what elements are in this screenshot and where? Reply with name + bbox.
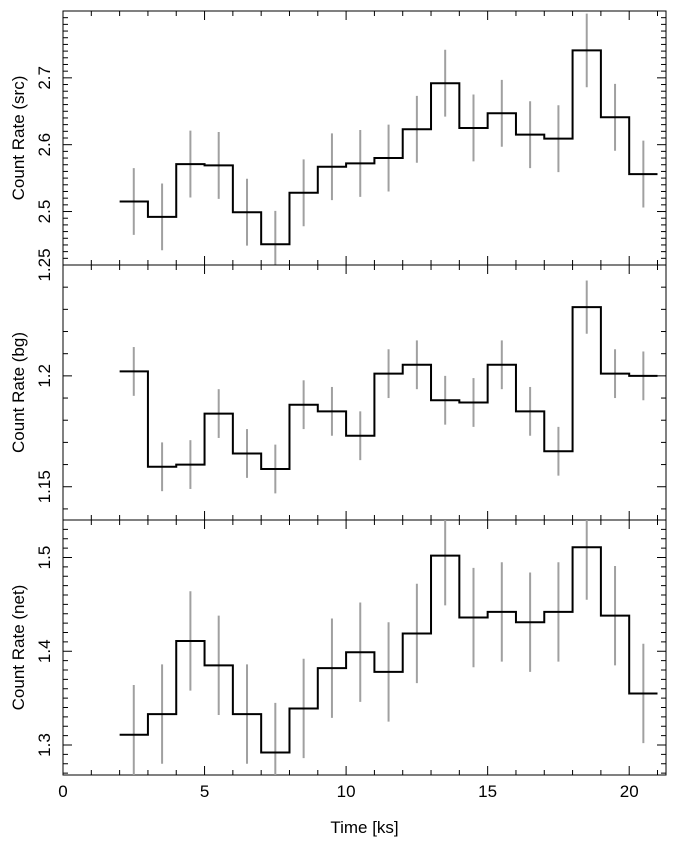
source-count-rate-panel: 2.5 2.6 2.7 Count Rate (src) (9, 10, 667, 266)
data-layer (119, 280, 658, 494)
x-tick-label: 5 (200, 782, 209, 801)
y-tick-label: 1.3 (35, 733, 54, 757)
y-axis-label: Count Rate (net) (9, 585, 28, 711)
y-tick-label: 2.7 (35, 66, 54, 90)
net-count-rate-panel: 1.3 1.4 1.5 Count Rate (net) 0 5 10 15 20 Time [k… (9, 519, 667, 837)
plot-frame (62, 10, 667, 266)
y-tick-label: 2.6 (35, 133, 54, 157)
plot-frame (62, 264, 667, 521)
x-tick-label: 20 (620, 782, 639, 801)
y-tick-label: 1.4 (35, 639, 54, 663)
y-tick-label: 1.25 (35, 248, 54, 281)
histogram-step-line (119, 546, 658, 754)
data-layer (119, 13, 658, 265)
data-layer (119, 520, 658, 775)
y-tick-label: 1.2 (35, 364, 54, 388)
histogram-step-line (119, 306, 658, 470)
x-tick-label: 15 (478, 782, 497, 801)
background-count-rate-panel: 1.15 1.2 1.25 Count Rate (bg) (9, 248, 667, 521)
plot-frame (62, 519, 667, 776)
y-axis-label: Count Rate (src) (9, 76, 28, 201)
y-axis-label: Count Rate (bg) (9, 332, 28, 453)
y-tick-label: 1.15 (35, 470, 54, 503)
y-tick-label: 2.5 (35, 200, 54, 224)
x-tick-label: 0 (58, 782, 67, 801)
y-tick-label: 1.5 (35, 546, 54, 570)
histogram-step-line (119, 49, 658, 246)
x-axis-label: Time [ks] (330, 818, 398, 837)
x-tick-label: 10 (337, 782, 356, 801)
